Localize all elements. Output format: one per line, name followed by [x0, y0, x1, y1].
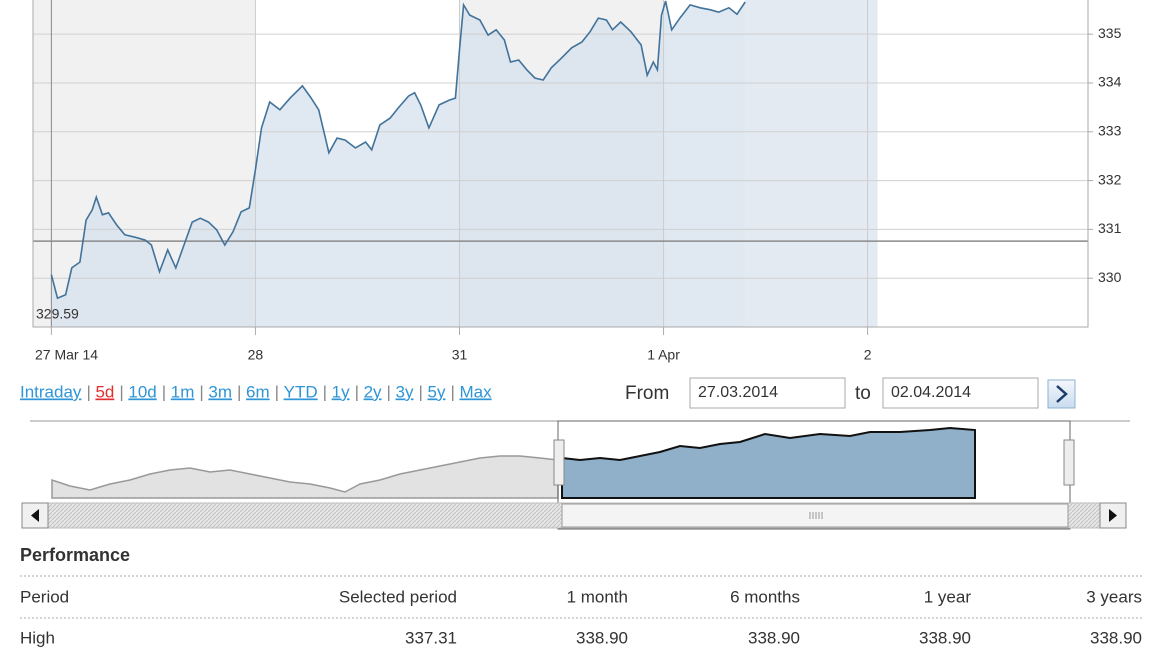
- range-link[interactable]: YTD: [284, 382, 318, 401]
- y-tick-label: 332: [1098, 171, 1122, 187]
- x-tick-label: 31: [452, 347, 468, 363]
- separator: |: [237, 382, 241, 401]
- cell: High: [20, 628, 55, 647]
- separator: |: [275, 382, 279, 401]
- navigator-history: [51, 455, 559, 499]
- cell: 337.31: [405, 628, 457, 647]
- navigator-handle-right[interactable]: [1063, 439, 1075, 486]
- range-link[interactable]: 5y: [428, 382, 446, 401]
- cell: 338.90: [919, 628, 971, 647]
- x-tick-label: 27 Mar 14: [35, 347, 98, 363]
- session-band: [745, 0, 878, 327]
- range-link[interactable]: 2y: [364, 382, 382, 401]
- to-value: 02.04.2014: [891, 384, 971, 401]
- cell: 338.90: [1090, 628, 1142, 647]
- low-label: 329.59: [36, 306, 79, 322]
- separator: |: [162, 382, 166, 401]
- header-cell: 6 months: [730, 587, 800, 606]
- y-tick-label: 330: [1098, 269, 1122, 285]
- separator: |: [86, 382, 90, 401]
- separator: |: [387, 382, 391, 401]
- scroll-left-arrow: [31, 509, 39, 522]
- y-tick-label: 334: [1098, 74, 1122, 90]
- navigator: [21, 420, 1130, 530]
- from-value: 27.03.2014: [698, 384, 778, 401]
- from-input[interactable]: [689, 377, 846, 409]
- plot-frame: [32, 0, 1089, 328]
- y-tick-label: 331: [1098, 220, 1122, 236]
- separator: |: [119, 382, 123, 401]
- from-label: From: [625, 383, 669, 404]
- range-link[interactable]: 5d: [95, 382, 114, 401]
- navigator-selected: [561, 426, 976, 499]
- to-label: to: [855, 383, 871, 404]
- separator: |: [199, 382, 203, 401]
- y-tick-label: 335: [1098, 25, 1122, 41]
- header-cell: Period: [20, 587, 69, 606]
- cell: 338.90: [576, 628, 628, 647]
- range-link[interactable]: Max: [459, 382, 492, 401]
- separator: |: [450, 382, 454, 401]
- performance-title: Performance: [20, 545, 130, 565]
- cell: 338.90: [748, 628, 800, 647]
- performance-table: Period Selected period 1 month 6 months 1 ye…: [20, 587, 1142, 647]
- main-chart: 330 331 332 333 334 335 27 Mar 14 28 31 1 Apr 2: [32, 0, 1122, 363]
- price-line: [50, 0, 746, 300]
- header-cell: 1 year: [924, 587, 972, 606]
- header-cell: 1 month: [567, 587, 628, 606]
- separator: |: [355, 382, 359, 401]
- header-cell: Selected period: [339, 587, 457, 606]
- range-links: Intraday | 5d | 10d | 1m | 3m | 6m | YTD | 1y | 2y | 3y | 5y…: [20, 382, 492, 401]
- header-cell: 3 years: [1086, 587, 1142, 606]
- separator: |: [419, 382, 423, 401]
- range-link[interactable]: 3y: [396, 382, 414, 401]
- y-tick-label: 333: [1098, 122, 1122, 138]
- navigator-handle-left[interactable]: [553, 439, 565, 486]
- range-link[interactable]: 6m: [246, 382, 270, 401]
- x-tick-label: 2: [864, 347, 872, 363]
- range-link[interactable]: 1m: [171, 382, 195, 401]
- separator: |: [323, 382, 327, 401]
- scroll-right-arrow: [1109, 509, 1117, 522]
- range-link[interactable]: Intraday: [20, 382, 82, 401]
- to-input[interactable]: [882, 377, 1039, 409]
- x-tick-label: 28: [248, 347, 264, 363]
- range-link[interactable]: 3m: [208, 382, 232, 401]
- x-tick-label: 1 Apr: [647, 347, 680, 363]
- scrollbar-thumb[interactable]: [561, 503, 1069, 528]
- thumb-grip: [809, 512, 823, 519]
- range-link[interactable]: 1y: [332, 382, 350, 401]
- go-button[interactable]: [1047, 379, 1076, 409]
- go-arrow: [1056, 385, 1068, 403]
- range-link[interactable]: 10d: [128, 382, 156, 401]
